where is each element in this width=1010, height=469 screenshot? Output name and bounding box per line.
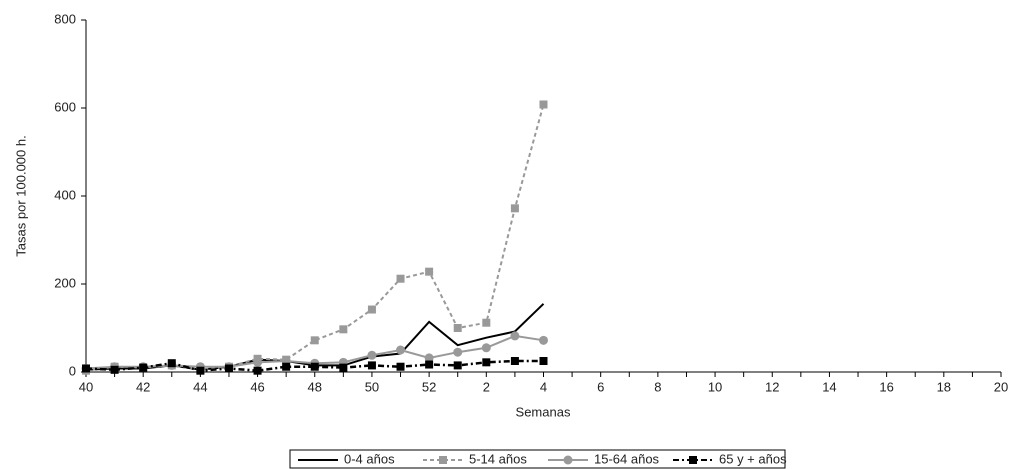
y-axis-label: Tasas por 100.000 h. [13,135,28,256]
marker [282,362,291,371]
marker [510,204,519,213]
y-tick-label: 400 [54,187,76,202]
x-tick-label: 6 [597,379,604,394]
marker [539,100,548,109]
marker [396,362,405,371]
x-tick-label: 16 [879,379,893,394]
marker [253,366,262,375]
x-tick-label: 8 [654,379,661,394]
x-tick-label: 50 [365,379,379,394]
marker [339,363,348,372]
marker [453,361,462,370]
x-tick-label: 14 [822,379,836,394]
marker [396,274,405,283]
x-tick-label: 48 [308,379,322,394]
y-tick-label: 600 [54,99,76,114]
marker [367,305,376,314]
legend-label: 5-14 años [469,451,527,466]
marker [539,335,548,345]
x-tick-label: 44 [193,379,207,394]
marker [510,331,520,341]
marker [481,343,491,353]
legend-label: 65 y + años [719,451,787,466]
marker [689,456,697,464]
marker [425,267,434,276]
marker [563,455,573,465]
marker [482,358,491,367]
x-tick-label: 20 [994,379,1008,394]
marker [539,357,548,365]
x-tick-label: 4 [540,379,547,394]
x-tick-label: 52 [422,379,436,394]
legend-label: 0-4 años [344,451,395,466]
marker [453,347,463,357]
x-tick-label: 2 [483,379,490,394]
x-tick-label: 46 [250,379,264,394]
legend-box [289,449,786,469]
marker [482,318,491,327]
marker [339,325,348,334]
x-tick-label: 18 [937,379,951,394]
x-tick-label: 40 [79,379,93,394]
marker [510,357,519,365]
marker [439,456,447,464]
x-tick-label: 10 [708,379,722,394]
marker [425,360,434,369]
x-tick-label: 42 [136,379,150,394]
marker [196,366,205,375]
marker [224,364,233,373]
marker [367,361,376,370]
marker [310,336,319,345]
x-axis-label: Semanas [516,404,571,419]
marker [253,357,263,367]
series-line [85,359,544,372]
marker [139,363,148,372]
marker [453,324,462,332]
marker [110,365,119,374]
marker [82,364,90,373]
legend-label: 15-64 años [594,451,660,466]
y-tick-label: 200 [54,275,76,290]
marker [167,359,176,368]
y-tick-label: 0 [69,363,76,378]
marker [310,362,319,371]
marker [396,345,406,355]
marker [424,353,434,363]
y-tick-label: 800 [54,11,76,26]
x-tick-label: 12 [765,379,779,394]
marker [367,350,377,360]
series-line [85,104,545,372]
